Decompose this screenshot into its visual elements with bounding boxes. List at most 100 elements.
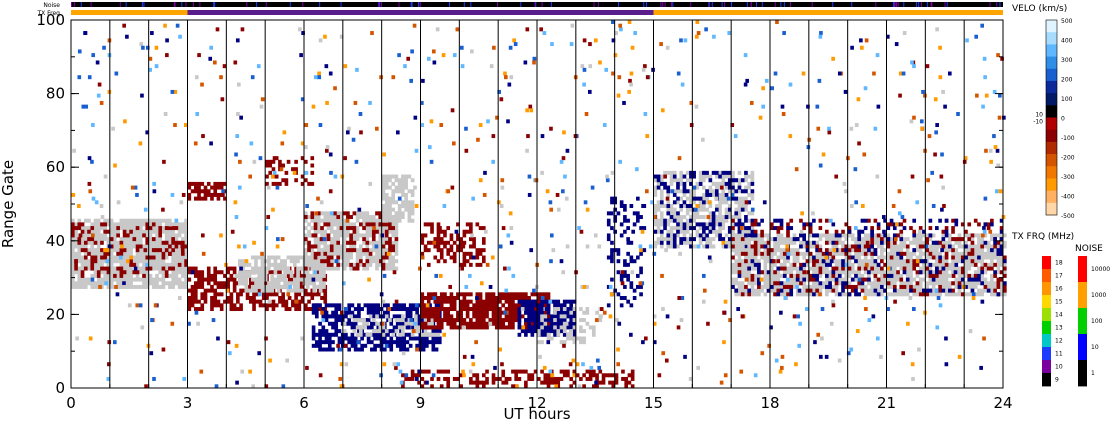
data-cell (857, 255, 862, 260)
data-cell (627, 373, 632, 378)
data-cell (283, 270, 287, 275)
data-cell (595, 376, 599, 381)
data-cell (310, 170, 315, 175)
data-cell (334, 310, 339, 315)
data-cell (342, 222, 347, 227)
data-cell (663, 170, 667, 175)
data-cell (210, 299, 214, 304)
data-cell (232, 288, 237, 293)
data-cell (265, 296, 269, 300)
data-cell (255, 299, 260, 304)
data-cell (724, 240, 729, 245)
data-cell (786, 229, 790, 234)
data-cell (239, 288, 243, 293)
noise-mark (265, 2, 267, 7)
data-cell (841, 277, 845, 282)
data-cell (630, 373, 635, 378)
data-cell (375, 255, 379, 260)
data-cell (685, 240, 690, 245)
data-cell (331, 340, 335, 345)
data-cell (692, 196, 696, 201)
data-cell (203, 277, 208, 282)
data-cell (575, 373, 580, 378)
data-cell (828, 251, 832, 256)
data-cell (886, 240, 891, 245)
data-cell (821, 281, 826, 286)
data-cell (289, 273, 294, 278)
data-cell (562, 332, 567, 337)
data-cell (770, 281, 774, 286)
data-cell (313, 237, 318, 242)
data-cell (951, 270, 955, 275)
data-cell (126, 277, 130, 282)
data-cell (404, 178, 408, 183)
data-cell (129, 281, 133, 286)
data-cell (734, 211, 739, 216)
data-cell (273, 262, 278, 267)
data-cell (310, 181, 315, 186)
data-cell (629, 259, 634, 264)
data-cell (122, 237, 127, 242)
data-cell (371, 329, 376, 334)
data-cell (727, 215, 732, 220)
data-cell (863, 270, 868, 275)
data-cell (281, 163, 285, 168)
data-cell (106, 262, 111, 267)
data-cell (210, 307, 214, 312)
data-cell (511, 325, 515, 330)
data-cell (237, 273, 242, 278)
data-cell (129, 248, 133, 253)
data-cell (304, 159, 308, 164)
data-cell (750, 262, 755, 267)
data-cell (339, 229, 344, 234)
data-cell (876, 226, 881, 231)
data-cell (753, 237, 758, 242)
noise-mark (903, 2, 905, 7)
data-cell (381, 226, 386, 231)
noise-mark (377, 2, 379, 7)
data-cell (355, 266, 360, 271)
data-cell (802, 281, 806, 286)
data-cell (944, 240, 949, 245)
data-cell (867, 273, 871, 278)
data-cell (915, 292, 920, 297)
data-cell (999, 259, 1004, 264)
data-cell (311, 343, 316, 348)
data-cell (300, 273, 305, 278)
data-cell (714, 185, 719, 190)
data-cell (436, 299, 441, 304)
data-cell (74, 262, 78, 267)
data-cell (210, 288, 214, 293)
data-cell (524, 318, 528, 323)
data-cell (378, 248, 383, 253)
data-cell (472, 325, 476, 330)
data-cell (87, 237, 91, 242)
data-cell (782, 248, 787, 253)
data-cell (639, 226, 643, 231)
data-cell (918, 240, 923, 245)
data-cell (734, 259, 739, 264)
data-cell (556, 332, 561, 337)
data-cell (346, 262, 350, 267)
data-cell (944, 277, 949, 282)
data-cell (886, 292, 891, 297)
data-cell (863, 233, 868, 238)
data-cell (579, 325, 583, 330)
data-cell (90, 281, 95, 286)
data-cell (967, 262, 972, 267)
data-cell (459, 237, 463, 242)
data-cell (731, 244, 735, 249)
data-cell (229, 273, 234, 278)
data-cell (724, 215, 729, 220)
data-cell (90, 266, 95, 271)
data-cell (135, 266, 140, 271)
data-cell (200, 270, 205, 275)
data-cell (346, 240, 350, 245)
data-cell (90, 251, 95, 256)
data-cell (818, 270, 823, 275)
data-cell (168, 229, 172, 234)
data-cell (711, 211, 716, 216)
data-cell (1003, 240, 1007, 245)
data-cell (138, 226, 143, 231)
data-cell (324, 332, 329, 337)
